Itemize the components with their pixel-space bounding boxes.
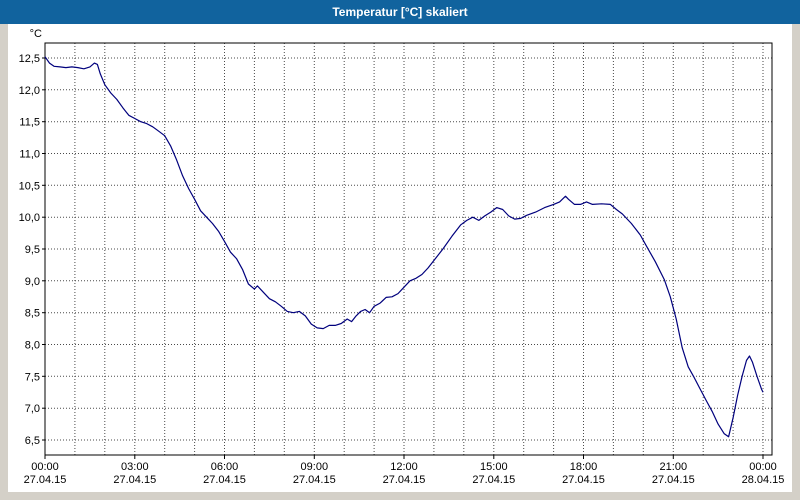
y-axis-unit: °C bbox=[30, 28, 42, 40]
x-tick-date: 27.04.15 bbox=[562, 474, 605, 486]
x-tick-time: 03:00 bbox=[121, 461, 149, 473]
x-tick-time: 00:00 bbox=[31, 461, 59, 473]
x-tick-date: 27.04.15 bbox=[113, 474, 156, 486]
y-tick-label: 11,5 bbox=[19, 117, 40, 129]
x-tick-date: 27.04.15 bbox=[383, 474, 426, 486]
y-tick-label: 9,5 bbox=[25, 244, 40, 256]
x-tick-date: 27.04.15 bbox=[203, 474, 246, 486]
y-tick-label: 10,0 bbox=[19, 212, 40, 224]
chart-panel: 6,5 7,0 7,5 8,0 8,5 9,0 9,5 10,0 10,5 11,0 11,5 12,… bbox=[8, 24, 792, 492]
y-tick-label: 6,5 bbox=[25, 435, 40, 447]
x-tick-date: 28.04.15 bbox=[742, 474, 785, 486]
x-tick-date: 27.04.15 bbox=[472, 474, 515, 486]
temperature-line bbox=[44, 56, 764, 438]
y-tick-label: 11,0 bbox=[19, 149, 40, 161]
x-tick-date: 27.04.15 bbox=[24, 474, 67, 486]
x-tick-time: 09:00 bbox=[301, 461, 329, 473]
x-tick-time: 18:00 bbox=[570, 461, 598, 473]
y-tick-label: 7,5 bbox=[25, 371, 40, 383]
y-tick-label: 12,5 bbox=[19, 53, 40, 65]
y-tick-label: 9,0 bbox=[25, 276, 40, 288]
x-tick-date: 27.04.15 bbox=[652, 474, 695, 486]
x-tick-time: 00:00 bbox=[749, 461, 777, 473]
y-tick-label: 7,0 bbox=[25, 403, 40, 415]
x-tick-time: 15:00 bbox=[480, 461, 508, 473]
chart-svg: 6,5 7,0 7,5 8,0 8,5 9,0 9,5 10,0 10,5 11,0 11,5 12,… bbox=[19, 28, 785, 486]
x-tick-date: 27.04.15 bbox=[293, 474, 336, 486]
y-tick-label: 10,5 bbox=[19, 180, 40, 192]
window-title: Temperatur [°C] skaliert bbox=[332, 5, 468, 19]
x-tick-time: 12:00 bbox=[390, 461, 418, 473]
y-tick-label: 8,0 bbox=[25, 340, 40, 352]
x-tick-time: 21:00 bbox=[660, 461, 688, 473]
x-tick-time: 06:00 bbox=[211, 461, 239, 473]
y-tick-label: 8,5 bbox=[25, 308, 40, 320]
y-tick-label: 12,0 bbox=[19, 85, 40, 97]
title-bar: Temperatur [°C] skaliert bbox=[0, 0, 800, 24]
